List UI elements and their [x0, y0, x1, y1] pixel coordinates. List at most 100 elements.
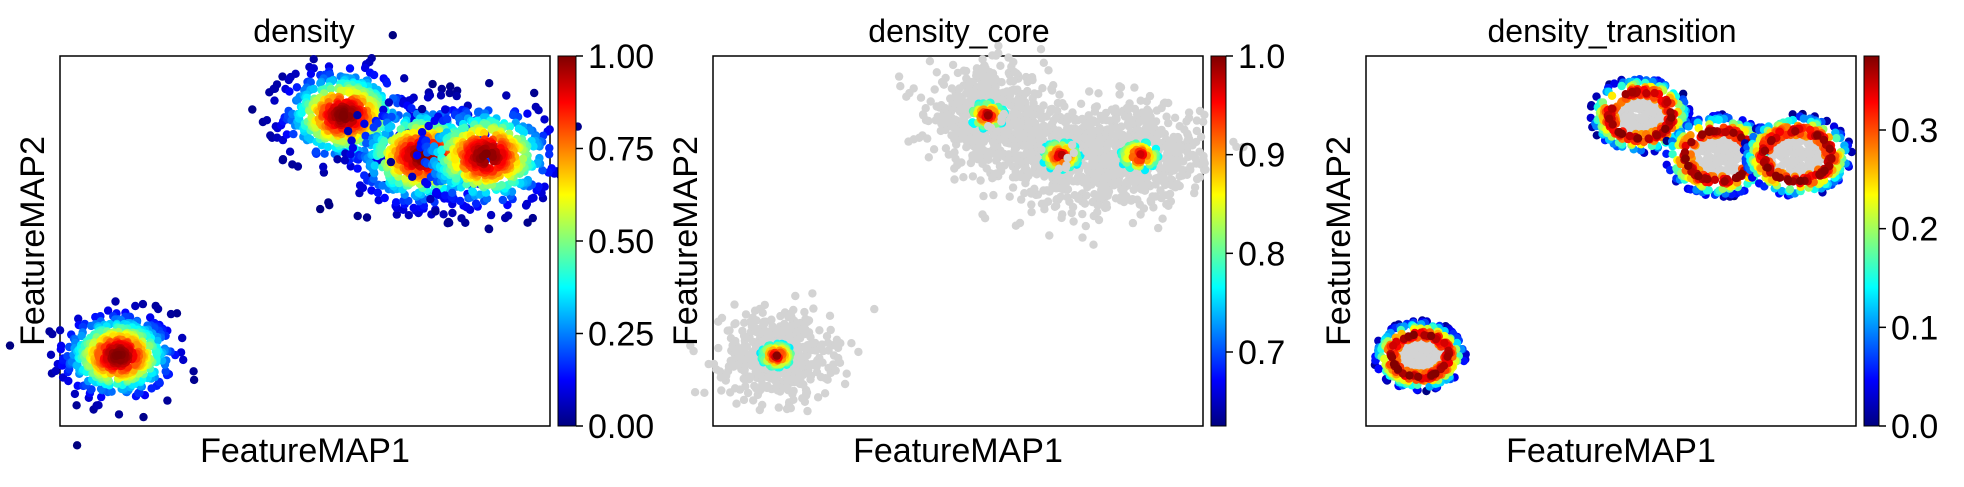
scatter-point	[755, 405, 764, 415]
scatter-point	[1136, 150, 1145, 159]
scatter-point	[346, 150, 355, 159]
scatter-point	[739, 331, 749, 341]
scatter-point	[1439, 361, 1449, 370]
scatter-point	[1138, 116, 1147, 125]
scatter-point	[1052, 201, 1061, 210]
scatter-point	[690, 388, 700, 397]
scatter-point	[1089, 240, 1098, 249]
scatter-point	[704, 359, 713, 369]
scatter-point	[937, 101, 946, 110]
scatter-point	[1108, 171, 1118, 180]
scatter-point	[262, 116, 272, 125]
colorbar	[1210, 55, 1227, 427]
scatter-point	[74, 314, 83, 323]
scatter-point	[400, 74, 409, 83]
scatter-point	[380, 193, 389, 203]
scatter-point	[292, 83, 302, 92]
scatter-point	[806, 371, 816, 380]
scatter-point	[423, 93, 433, 102]
scatter-point	[1174, 134, 1183, 143]
scatter-point	[1155, 128, 1165, 137]
scatter-point	[1011, 221, 1021, 230]
scatter-point	[717, 313, 727, 323]
scatter-point	[803, 406, 812, 416]
scatter-point	[980, 214, 990, 223]
scatter-point	[1159, 99, 1169, 108]
scatter-point	[347, 136, 356, 145]
scatter-point	[896, 82, 905, 91]
scatter-point	[324, 198, 333, 207]
scatter-point	[527, 194, 536, 203]
scatter-point	[957, 158, 966, 167]
scatter-point	[1650, 88, 1659, 98]
scatter-point	[161, 367, 170, 376]
scatter-point	[1196, 132, 1206, 142]
scatter-point	[323, 142, 333, 152]
scatter-point	[107, 387, 116, 396]
scatter-point	[741, 310, 751, 319]
scatter-point	[508, 111, 518, 120]
scatter-point	[77, 331, 86, 341]
scatter-point	[436, 91, 446, 100]
scatter-point	[799, 380, 808, 389]
scatter-point	[1172, 156, 1181, 165]
scatter-point	[829, 360, 838, 369]
scatter-point	[306, 69, 316, 79]
scatter-point	[1050, 182, 1060, 192]
scatter-point	[431, 207, 440, 216]
scatter-point	[967, 93, 976, 103]
scatter-point	[386, 157, 396, 167]
colorbar-tick-label: 0.00	[588, 408, 654, 446]
scatter-point	[1641, 110, 1650, 119]
scatter-point	[358, 183, 368, 193]
scatter-point	[785, 332, 794, 342]
scatter-point	[111, 297, 120, 306]
scatter-point	[1027, 200, 1036, 209]
scatter-point	[809, 304, 818, 313]
scatter-point	[825, 311, 835, 320]
scatter-point	[743, 388, 753, 398]
scatter-point	[976, 176, 985, 185]
scatter-point	[1006, 121, 1015, 130]
panel-density-core: density_core FeatureMAP1 FeatureMAP2 0.7…	[667, 13, 1285, 470]
scatter-point	[924, 116, 933, 126]
scatter-point	[1171, 183, 1180, 192]
scatter-point	[1005, 192, 1014, 201]
scatter-point	[989, 190, 998, 200]
scatter-point	[1102, 203, 1112, 212]
scatter-point	[999, 109, 1009, 119]
colorbar-tick-label: 0.50	[588, 223, 654, 261]
scatter-point	[1625, 131, 1634, 141]
scatter-point	[1051, 130, 1060, 139]
scatter-point	[1405, 371, 1414, 380]
scatter-point	[789, 386, 798, 396]
scatter-point	[1177, 165, 1187, 174]
scatter-point	[384, 124, 393, 133]
scatter-point	[285, 87, 294, 96]
scatter-point	[990, 141, 999, 151]
scatter-point	[1414, 372, 1423, 381]
scatter-point	[430, 116, 439, 126]
scatter-point	[1094, 89, 1103, 98]
colorbar-tick-label: 0.9	[1238, 137, 1285, 175]
scatter-point	[749, 396, 758, 405]
scatter-point	[362, 213, 372, 222]
scatter-point	[1149, 119, 1159, 128]
scatter-point	[1099, 173, 1109, 182]
scatter-point	[320, 149, 329, 158]
scatter-point	[1063, 116, 1072, 125]
scatter-point	[982, 164, 991, 173]
scatter-point	[144, 341, 154, 351]
scatter-point	[1029, 99, 1038, 108]
scatter-point	[545, 150, 554, 159]
scatter-point	[771, 382, 781, 391]
scatter-point	[1134, 125, 1143, 134]
scatter-point	[417, 128, 427, 137]
scatter-point	[444, 217, 453, 227]
scatter-point	[1052, 168, 1061, 178]
scatter-point	[979, 73, 988, 82]
scatter-point	[1028, 75, 1037, 85]
scatter-point	[163, 396, 172, 405]
scatter-point	[789, 305, 798, 315]
